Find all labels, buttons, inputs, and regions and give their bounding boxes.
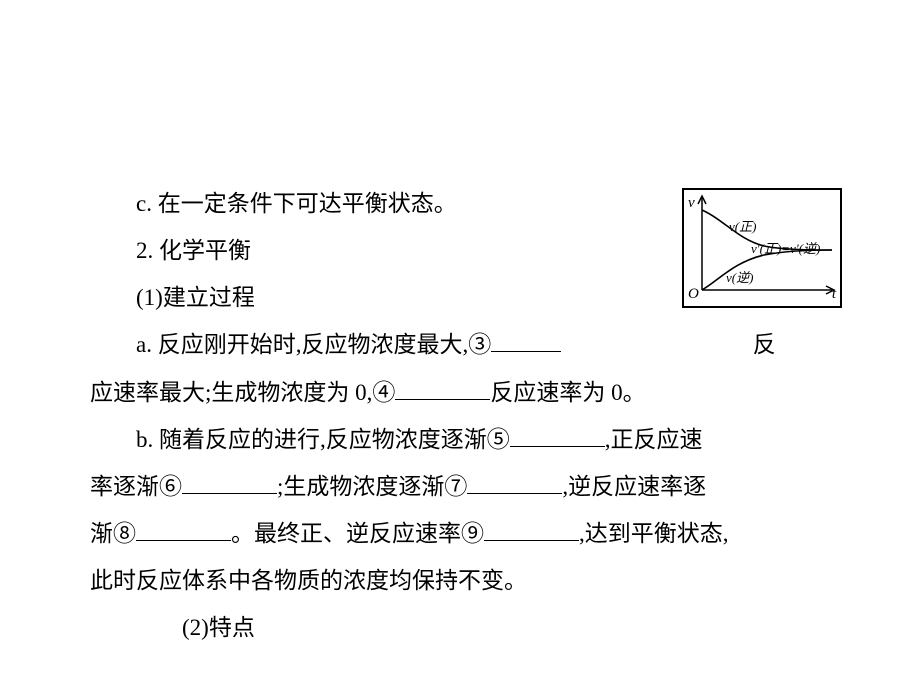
- text: ,逆反应速率逐: [562, 474, 706, 499]
- blank-6: [182, 466, 277, 493]
- text: 应速率最大;生成物浓度为 0,④: [90, 380, 395, 405]
- text: 渐⑧: [90, 521, 136, 546]
- blank-7: [467, 466, 562, 493]
- blank-3: [491, 325, 561, 352]
- text: 反应速率为 0。: [490, 380, 645, 405]
- text: 。最终正、逆反应速率⑨: [231, 521, 484, 546]
- origin-label: O: [688, 279, 699, 310]
- line-b-4: 此时反应体系中各物质的浓度均保持不变。: [90, 557, 860, 604]
- line-b-1: b. 随着反应的进行,反应物浓度逐渐⑤ ,正反应速: [90, 416, 860, 463]
- text: ,正反应速: [605, 427, 703, 452]
- text: a. 反应刚开始时,反应物浓度最大,③: [136, 332, 491, 357]
- line-b-3: 渐⑧ 。最终正、逆反应速率⑨ ,达到平衡状态,: [90, 510, 860, 557]
- blank-8: [136, 514, 231, 541]
- line-a-1: a. 反应刚开始时,反应物浓度最大,③ 反: [90, 321, 860, 368]
- blank-4: [395, 372, 490, 399]
- text: ,达到平衡状态,: [579, 521, 729, 546]
- text: b. 随着反应的进行,反应物浓度逐渐⑤: [136, 427, 510, 452]
- line-b-2: 率逐渐⑥ ;生成物浓度逐渐⑦ ,逆反应速率逐: [90, 463, 860, 510]
- text: 率逐渐⑥: [90, 474, 182, 499]
- y-axis-label: v: [688, 188, 695, 219]
- rate-vs-time-chart: v O t v(正) v′(正)=v′(逆) v(逆): [682, 188, 842, 308]
- blank-9: [484, 514, 579, 541]
- page: v O t v(正) v′(正)=v′(逆) v(逆) c. 在一定条件下可达平…: [0, 0, 920, 690]
- curve-label-equilibrium: v′(正)=v′(逆): [751, 236, 820, 263]
- line-a-2: 应速率最大;生成物浓度为 0,④ 反应速率为 0。: [90, 369, 860, 416]
- x-axis-label: t: [832, 279, 836, 310]
- blank-5: [510, 419, 605, 446]
- subheading-2: (2)特点: [90, 604, 860, 651]
- text: ;生成物浓度逐渐⑦: [277, 474, 467, 499]
- curve-label-reverse: v(逆): [726, 265, 753, 292]
- text: 反: [753, 332, 776, 357]
